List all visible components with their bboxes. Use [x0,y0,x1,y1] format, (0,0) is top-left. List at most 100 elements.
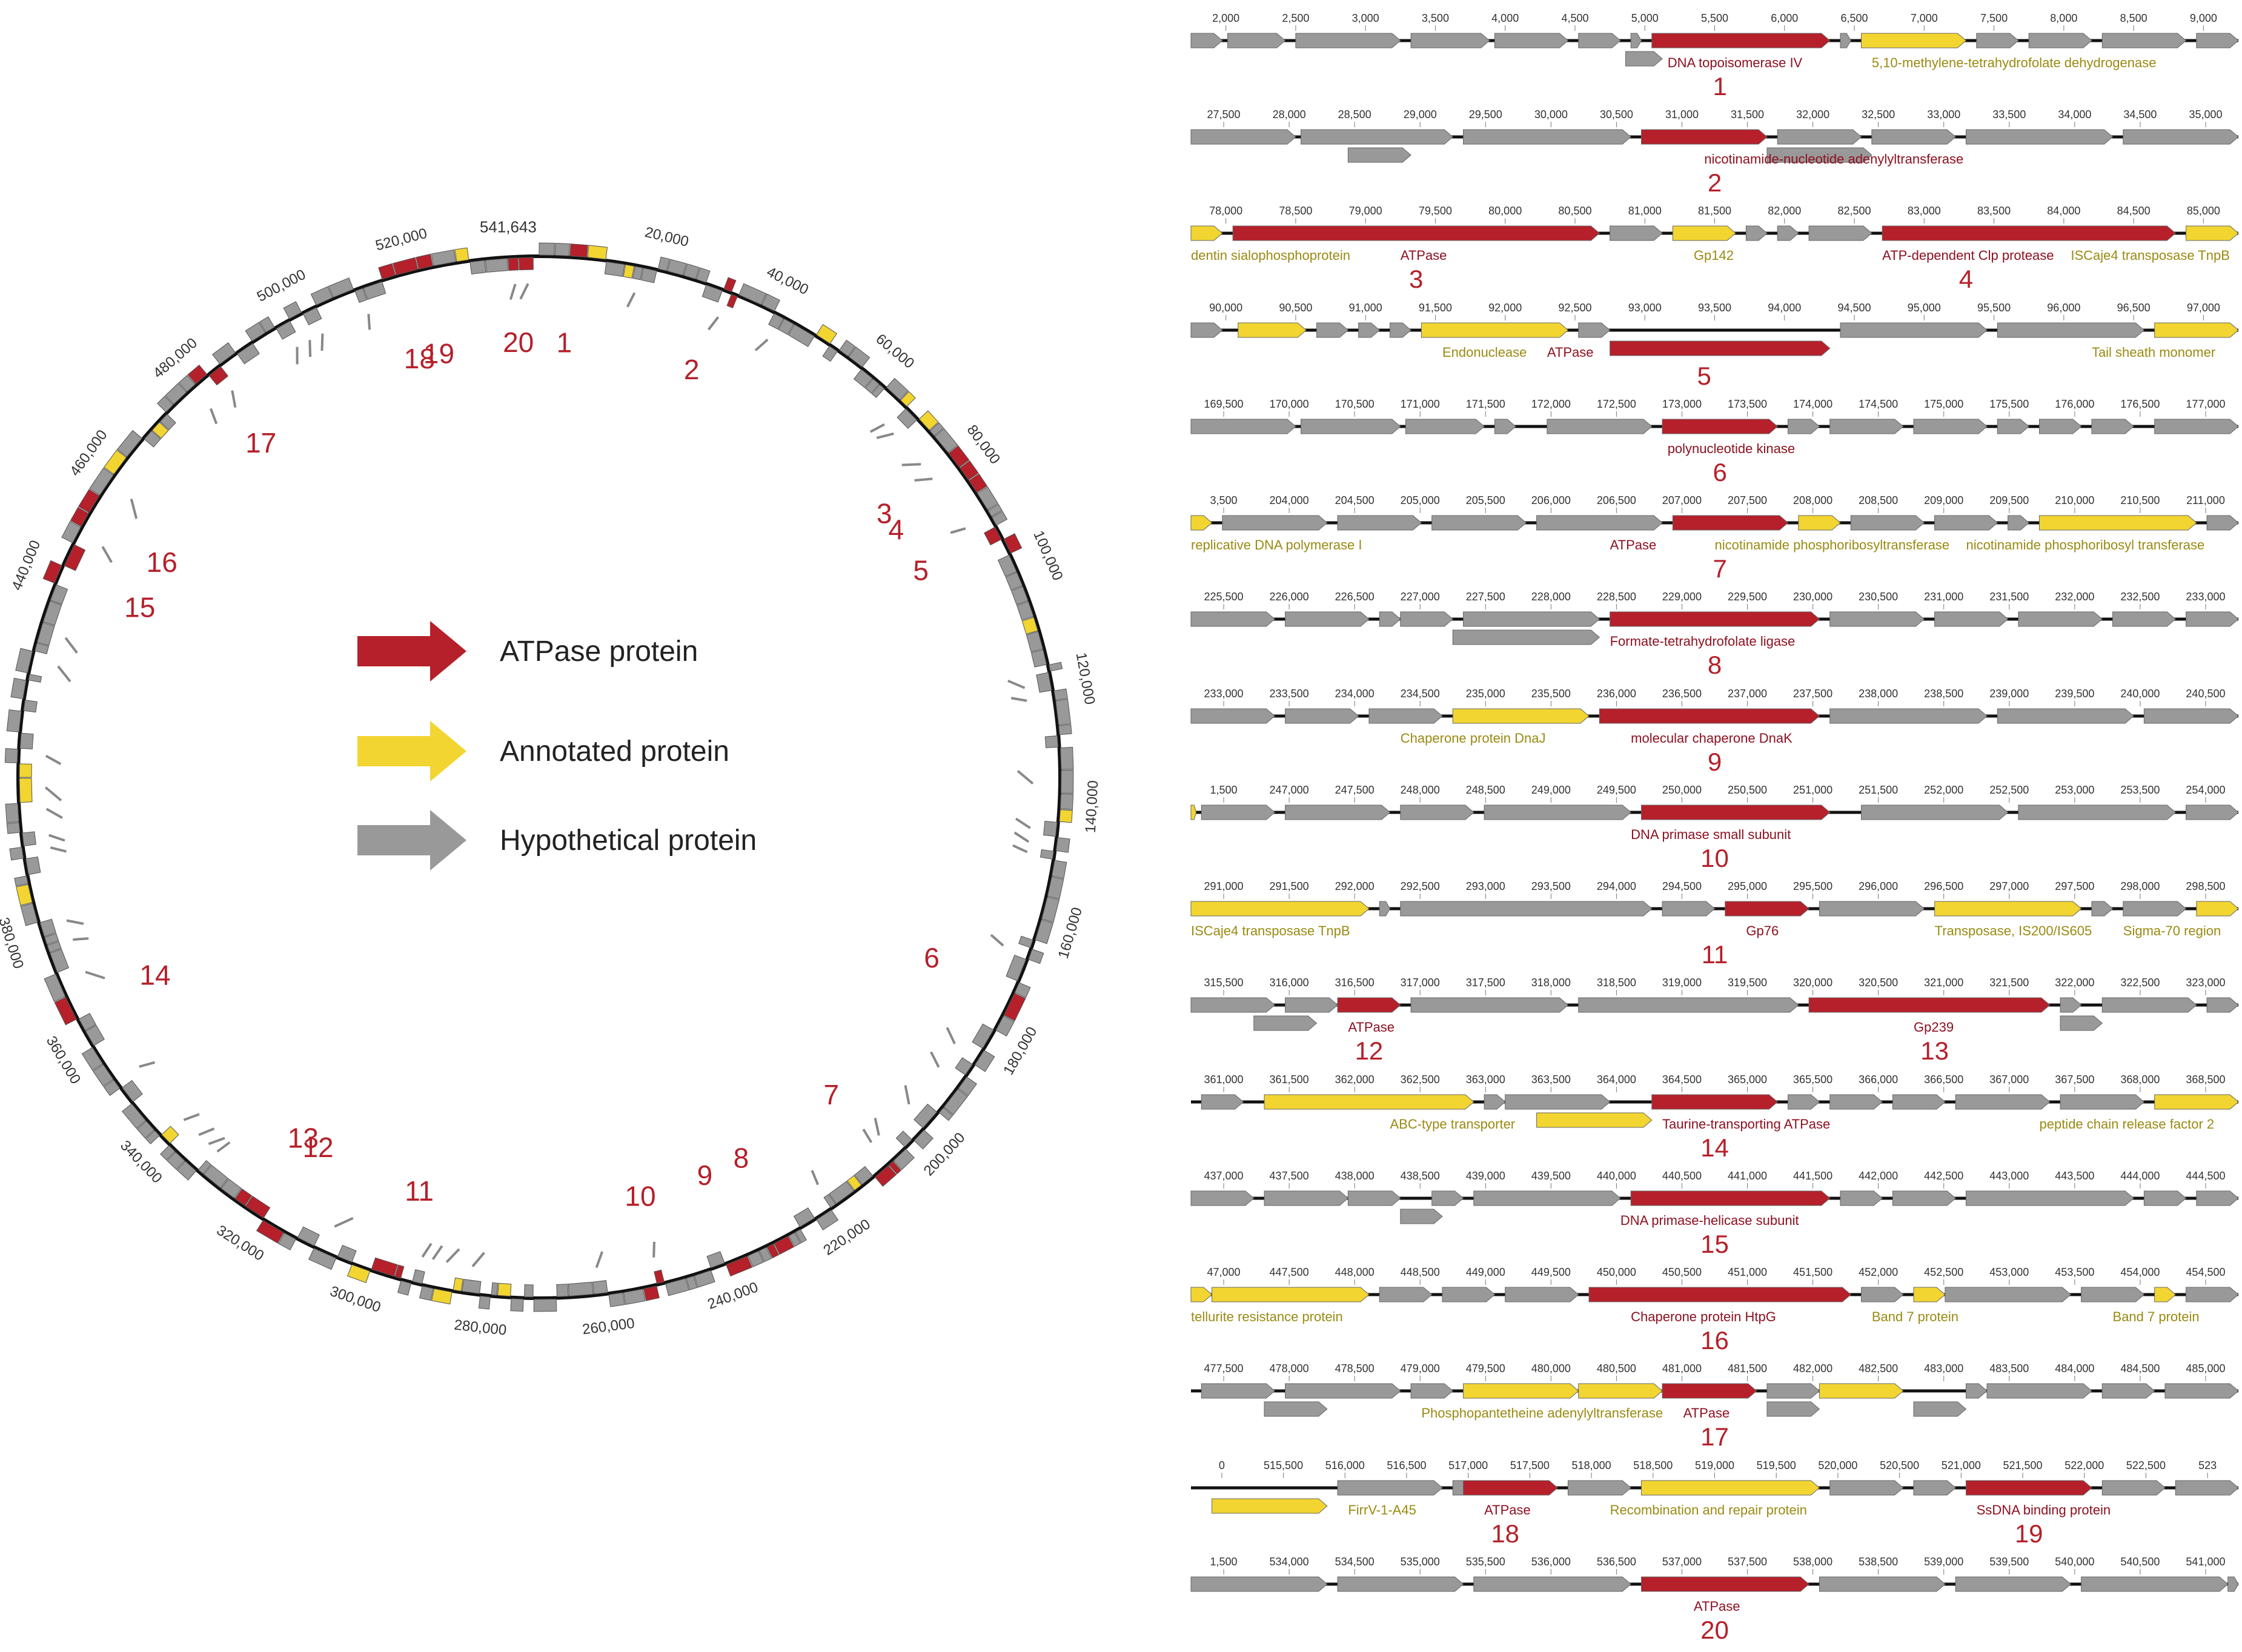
circular-gene [208,366,229,386]
circular-gene [70,506,89,527]
axis-tick-label: 441,500 [1793,1170,1832,1182]
axis-tick-label: 6,500 [1841,12,1868,24]
hypothetical-gene [1410,33,1490,48]
genome-length-label: 541,643 [480,217,537,236]
circular-gene [929,422,944,437]
axis-tick-label: 250,000 [1662,784,1702,796]
hypothetical-gene [1829,419,1904,434]
axis-tick-label: 28,000 [1273,108,1306,121]
hypothetical-gene [1379,901,1391,917]
hypothetical-gene [1567,1480,1631,1496]
circular-gene [15,648,33,674]
circular-gene-mark [1015,817,1031,829]
circular-gene [983,526,1002,546]
atpase-gene [1965,1480,2092,1496]
atpase-gene [1337,997,1401,1013]
axis-tick-label: 247,500 [1335,784,1375,796]
axis-tick-label: 78,000 [1209,205,1242,217]
circular-gene-mark [1017,769,1034,785]
hypothetical-gene [1190,322,1223,338]
circular-gene [276,320,296,340]
hypothetical-gene [1625,51,1663,67]
annotated-gene [1190,1287,1213,1302]
hypothetical-gene [2101,997,2197,1013]
circular-gene [234,1188,253,1206]
gene-label: Gp239 [1914,1020,1954,1035]
hypothetical-gene [1934,611,2009,627]
axis-tick-label: 47,000 [1207,1266,1241,1278]
circular-gene [972,1023,994,1049]
hypothetical-gene [1253,1015,1318,1031]
annotated-gene [1212,1498,1328,1514]
axis-tick-label: 537,500 [1728,1556,1767,1568]
circular-gene [1035,919,1054,944]
hypothetical-gene [2186,1287,2239,1302]
axis-tick-label: 365,000 [1728,1073,1767,1086]
axis-tick-label: 538,500 [1859,1556,1898,1568]
axis-tick-label: 92,000 [1488,302,1522,314]
gene-track: 1,500 247,000 247,500 248,000 248,500 249,000… [1190,784,2239,872]
axis-tick-label: 228,500 [1597,591,1636,603]
hypothetical-gene [2060,1094,2145,1110]
circular-gene [686,1275,698,1290]
circular-gene-mark [946,1027,956,1044]
axis-tick-label: 366,500 [1924,1073,1963,1086]
axis-tick-label: 294,000 [1597,880,1636,892]
axis-tick-label: 535,000 [1401,1556,1440,1568]
axis-tick-label: 298,500 [2186,880,2225,892]
circular-gene [793,1207,815,1227]
coordinate-label: 300,000 [328,1283,383,1316]
circular-gene [683,263,700,280]
marker-number: 14 [139,960,170,991]
coordinate-label: 160,000 [1055,906,1086,961]
hypothetical-gene [2101,1383,2155,1399]
axis-tick-label: 249,000 [1531,784,1571,796]
axis-tick-label: 322,000 [2055,977,2094,989]
axis-tick-label: 483,500 [1989,1362,2029,1375]
circular-gene [768,313,784,330]
hypothetical-gene [2196,1190,2239,1206]
circular-gene [974,1050,995,1072]
circular-gene [1040,849,1054,860]
circular-gene [157,396,174,413]
axis-tick-label: 175,500 [1989,398,2029,410]
axis-tick-label: 5,000 [1631,12,1659,24]
hypothetical-gene [2101,1480,2166,1496]
axis-tick-label: 439,500 [1531,1170,1571,1182]
circular-gene [726,294,738,308]
hypothetical-gene [1295,33,1401,48]
circular-gene-mark [66,919,84,925]
circular-gene [604,261,625,277]
circular-gene-mark [45,754,62,766]
annotated-gene [1640,1480,1820,1496]
annotated-gene [1190,901,1370,917]
axis-tick-label: 208,000 [1793,494,1832,506]
hypothetical-gene [2091,419,2134,434]
axis-tick-label: 318,500 [1597,977,1636,989]
axis-tick-label: 170,000 [1270,398,1309,410]
axis-tick-label: 247,000 [1270,784,1309,796]
axis-tick-label: 479,500 [1466,1362,1505,1375]
axis-tick-label: 481,500 [1728,1362,1767,1375]
circular-gene [1005,572,1023,591]
axis-tick-label: 8,500 [2120,12,2147,24]
axis-tick-label: 539,000 [1924,1556,1963,1568]
gene-track: 315,500 316,000 316,500 317,000 317,500 318,0… [1190,977,2239,1065]
circular-gene [122,1103,147,1129]
axis-tick-label: 365,500 [1793,1073,1832,1086]
axis-tick-label: 95,000 [1908,302,1941,314]
axis-tick-label: 450,500 [1662,1266,1702,1278]
circular-gene [22,831,36,847]
hypothetical-gene [1201,1094,1244,1110]
gene-label: nicotinamide-nucleotide adenylyltransfer… [1704,151,1963,167]
hypothetical-gene [1829,708,1988,724]
axis-tick-label: 237,000 [1728,688,1767,700]
axis-tick-label: 250,500 [1728,784,1767,796]
hypothetical-gene [1484,804,1631,820]
legend-item-hypothetical: Hypothetical protein [357,807,842,874]
gene-label: DNA topoisomerase IV [1668,55,1803,70]
hypothetical-gene [1484,1094,1506,1110]
circular-gene-mark [210,408,218,425]
circular-gene [167,1152,185,1170]
circular-gene [1003,993,1026,1021]
